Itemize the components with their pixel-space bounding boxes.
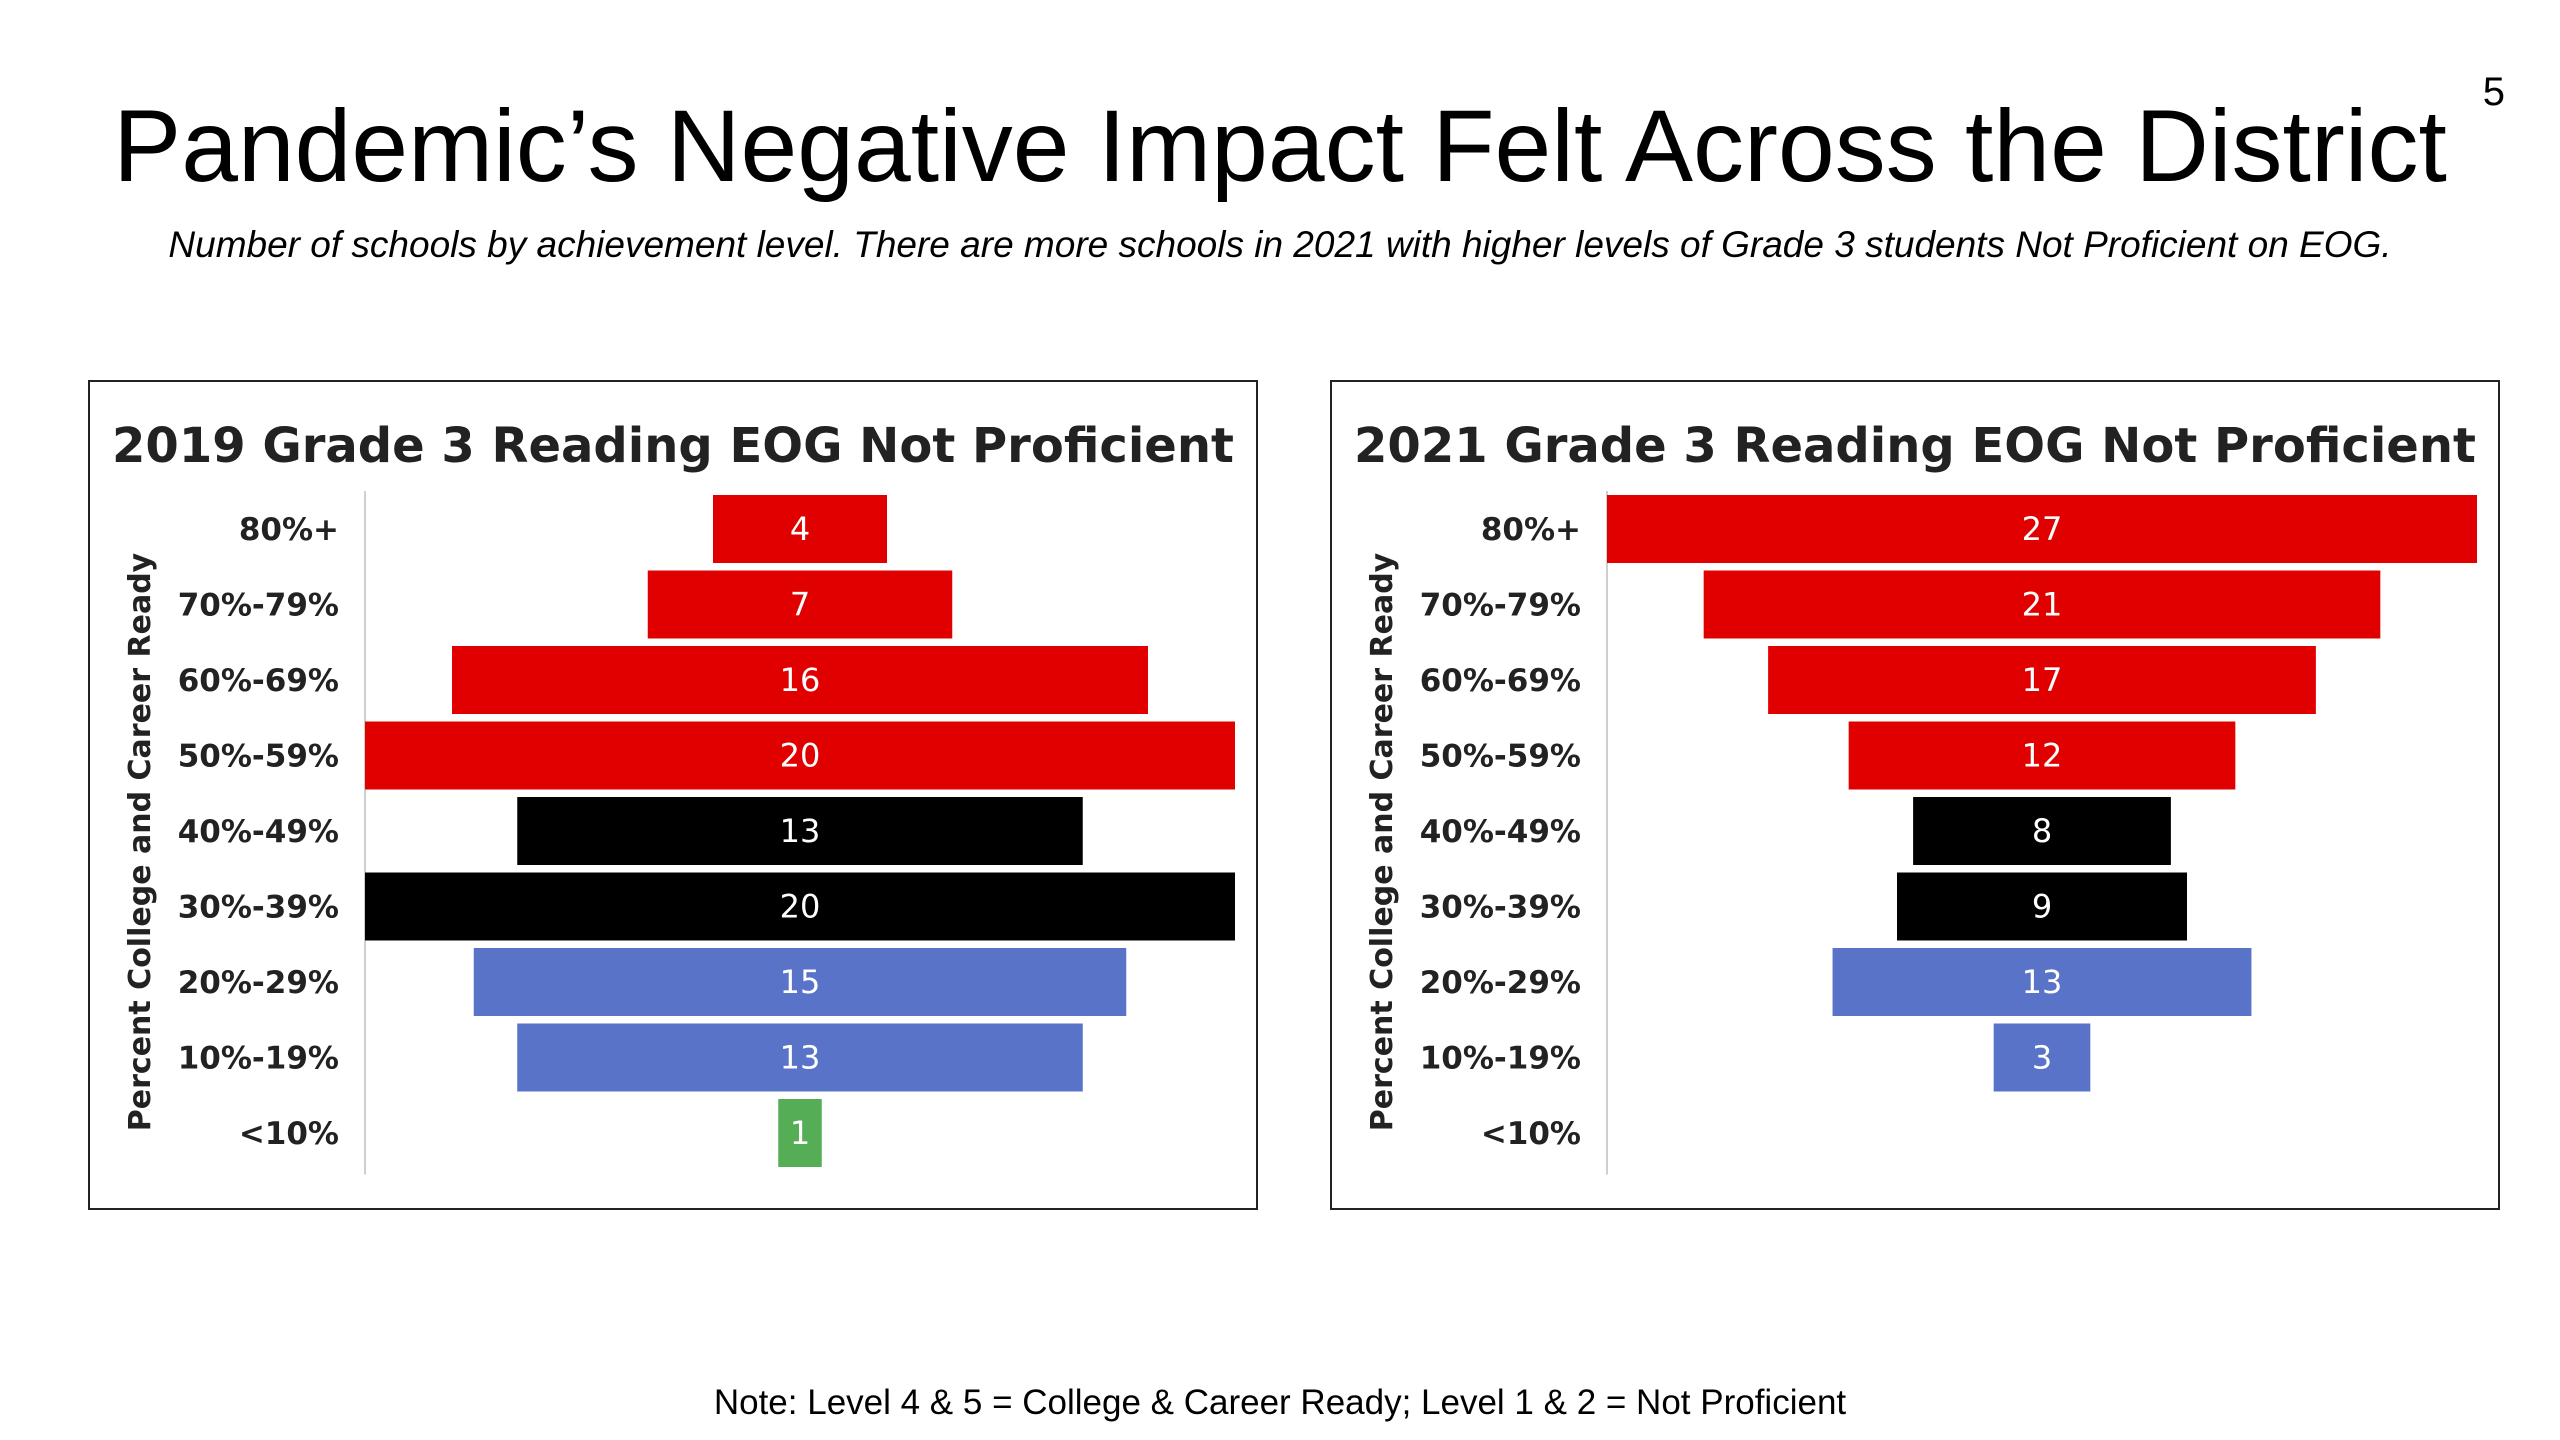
- chart-2021-tick-label: 60%-69%: [1420, 663, 1581, 699]
- chart-2019-tick-label: 60%-69%: [178, 663, 339, 699]
- chart-2021-ylabel: Percent College and Career Ready: [1365, 552, 1400, 1131]
- chart-2021-bar: [1607, 495, 2477, 563]
- chart-2021-tick-label: 80%+: [1481, 512, 1581, 548]
- chart-2019-bar: [647, 570, 953, 639]
- chart-2021-data-label: 27: [2022, 510, 2063, 548]
- chart-2019-ylabel: Percent College and Career Ready: [123, 552, 158, 1131]
- chart-2019-bar: [517, 797, 1083, 865]
- chart-2019-data-label: 16: [780, 661, 821, 699]
- chart-2019-data-label: 15: [780, 963, 821, 1001]
- chart-2019-tick-label: 40%-49%: [178, 814, 339, 850]
- chart-2019-bar: [452, 646, 1148, 714]
- chart-2021-tick-label: 20%-29%: [1420, 965, 1581, 1001]
- chart-2021-tick-label: 30%-39%: [1420, 890, 1581, 926]
- chart-2021-data-label: 17: [2022, 661, 2063, 699]
- chart-2021-tick-label: <10%: [1481, 1116, 1581, 1152]
- chart-2019-tick-label: 80%+: [239, 512, 339, 548]
- chart-2019-tick-label: 20%-29%: [178, 965, 339, 1001]
- chart-2019-data-label: 13: [780, 812, 821, 850]
- chart-2019-data-label: 13: [780, 1039, 821, 1077]
- chart-2019-data-label: 20: [780, 888, 821, 926]
- chart-2021-bar: [1897, 872, 2187, 941]
- chart-2021-bar: [1703, 570, 2381, 639]
- chart-2019-panel: 2019 Grade 3 Reading EOG Not Proficient P…: [88, 380, 1258, 1210]
- chart-2021-data-label: 8: [2032, 812, 2052, 850]
- page-number: 5: [2482, 70, 2505, 114]
- chart-2021-bar: [1848, 721, 2236, 790]
- chart-2021-tick-label: 50%-59%: [1420, 739, 1581, 775]
- slide-title: Pandemic’s Negative Impact Felt Across t…: [113, 89, 2447, 203]
- chart-2019-svg: 2019 Grade 3 Reading EOG Not Proficient P…: [112, 418, 1235, 1175]
- chart-2019-data-label: 1: [790, 1114, 810, 1152]
- chart-2021-data-label: 3: [2032, 1039, 2052, 1077]
- chart-2019-data-label: 20: [780, 737, 821, 775]
- chart-2021-bar: [1832, 948, 2252, 1016]
- chart-2021-bar: [1993, 1023, 2091, 1092]
- chart-2019-bar: [365, 872, 1235, 941]
- chart-2019-tick-label: 10%-19%: [178, 1041, 339, 1077]
- chart-2019-tick-label: 70%-79%: [178, 588, 339, 624]
- chart-2021-tick-label: 70%-79%: [1420, 588, 1581, 624]
- chart-2021-panel: 2021 Grade 3 Reading EOG Not Proficient P…: [1330, 380, 2500, 1210]
- chart-2021-title: 2021 Grade 3 Reading EOG Not Proficient: [1354, 418, 2476, 474]
- chart-2021-bar: [1768, 646, 2316, 714]
- slide-subtitle: Number of schools by achievement level. …: [168, 224, 2392, 265]
- chart-2021-data-label: 9: [2032, 888, 2052, 926]
- chart-2021-data-label: 21: [2022, 586, 2063, 624]
- chart-2019-tick-label: <10%: [239, 1116, 339, 1152]
- chart-2019-tick-label: 50%-59%: [178, 739, 339, 775]
- chart-2021-data-label: 13: [2022, 963, 2063, 1001]
- chart-2019-bar: [778, 1099, 822, 1167]
- chart-2019-data-label: 7: [790, 586, 810, 624]
- chart-2019-bar: [517, 1023, 1083, 1092]
- chart-2019-data-label: 4: [790, 510, 810, 548]
- chart-2021-svg: 2021 Grade 3 Reading EOG Not Proficient P…: [1354, 418, 2477, 1175]
- chart-2019-bar: [713, 495, 887, 563]
- chart-2019-bar: [365, 721, 1235, 790]
- chart-2021-data-label: 12: [2022, 737, 2063, 775]
- chart-2019-title: 2019 Grade 3 Reading EOG Not Proficient: [112, 418, 1234, 474]
- footer-note: Note: Level 4 & 5 = College & Career Rea…: [713, 1383, 1847, 1422]
- chart-2019-bar: [473, 948, 1127, 1016]
- chart-2021-bar: [1913, 797, 2171, 865]
- chart-2021-tick-label: 10%-19%: [1420, 1041, 1581, 1077]
- chart-2019-tick-label: 30%-39%: [178, 890, 339, 926]
- chart-2021-tick-label: 40%-49%: [1420, 814, 1581, 850]
